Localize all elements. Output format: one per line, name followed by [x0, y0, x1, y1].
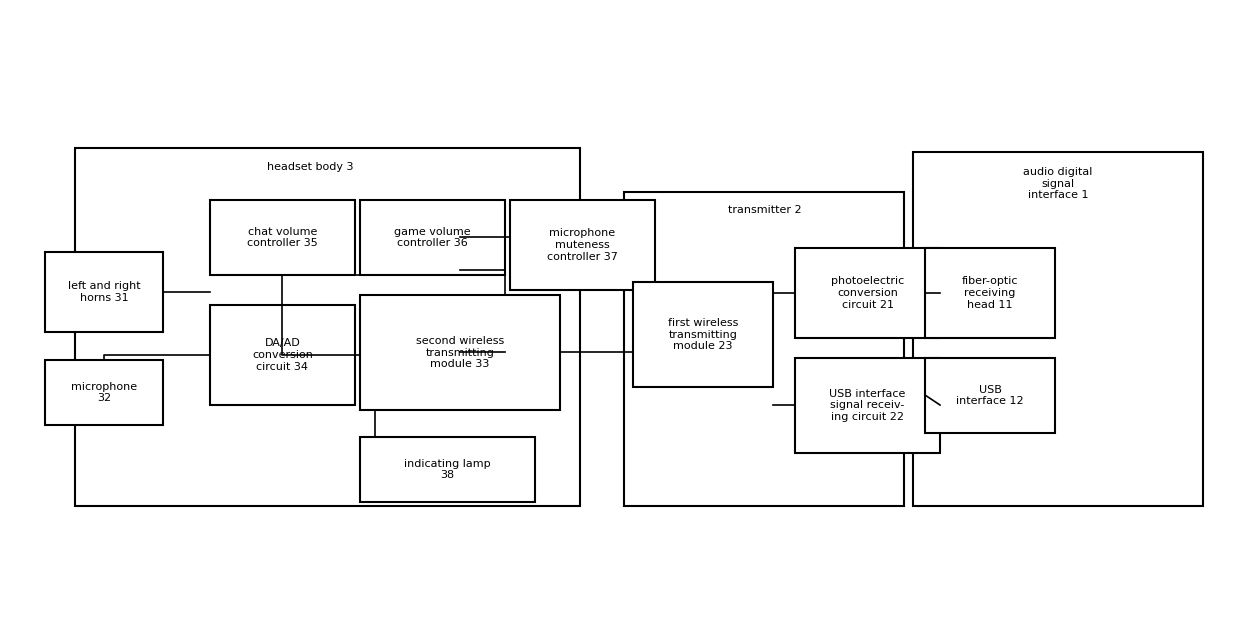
- Bar: [510, 200, 655, 290]
- Bar: [913, 152, 1203, 506]
- Text: first wireless
transmitting
module 23: first wireless transmitting module 23: [668, 318, 738, 351]
- Text: microphone
32: microphone 32: [71, 382, 138, 403]
- Bar: [360, 295, 560, 410]
- Bar: [45, 360, 162, 425]
- Bar: [360, 437, 534, 502]
- Text: indicating lamp
38: indicating lamp 38: [404, 459, 491, 480]
- Text: chat volume
controller 35: chat volume controller 35: [247, 227, 317, 249]
- Text: USB
interface 12: USB interface 12: [956, 385, 1024, 406]
- Bar: [624, 192, 904, 506]
- Text: DA/AD
conversion
circuit 34: DA/AD conversion circuit 34: [252, 339, 312, 372]
- Bar: [210, 305, 355, 405]
- Bar: [210, 200, 355, 275]
- Text: fiber-optic
receiving
head 11: fiber-optic receiving head 11: [962, 277, 1018, 310]
- Bar: [360, 200, 505, 275]
- Text: USB interface
signal receiv-
ing circuit 22: USB interface signal receiv- ing circuit…: [830, 389, 905, 422]
- Text: left and right
horns 31: left and right horns 31: [68, 281, 140, 303]
- Text: game volume
controller 36: game volume controller 36: [394, 227, 471, 249]
- Bar: [632, 282, 773, 387]
- Text: microphone
muteness
controller 37: microphone muteness controller 37: [547, 228, 618, 262]
- Bar: [45, 252, 162, 332]
- Text: photoelectric
conversion
circuit 21: photoelectric conversion circuit 21: [831, 277, 904, 310]
- Bar: [795, 248, 940, 338]
- Text: headset body 3: headset body 3: [267, 162, 353, 172]
- Bar: [925, 358, 1055, 433]
- Text: audio digital
signal
interface 1: audio digital signal interface 1: [1023, 167, 1092, 200]
- Text: transmitter 2: transmitter 2: [728, 205, 802, 215]
- Bar: [74, 148, 580, 506]
- Bar: [795, 358, 940, 453]
- Text: second wireless
transmitting
module 33: second wireless transmitting module 33: [415, 336, 505, 369]
- Bar: [925, 248, 1055, 338]
